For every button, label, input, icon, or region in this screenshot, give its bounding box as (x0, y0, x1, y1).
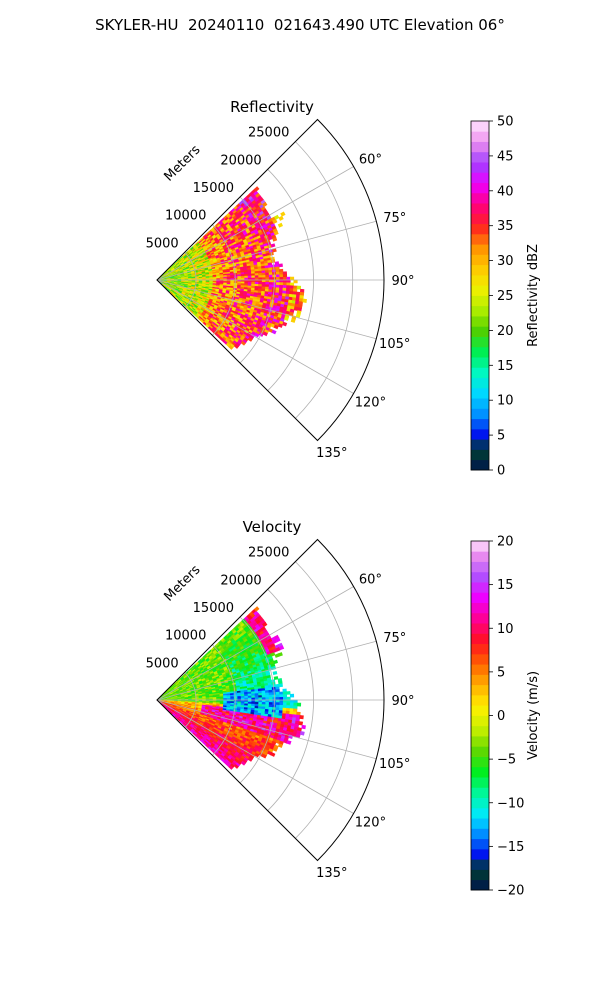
echo-cell (293, 279, 298, 284)
panel-reflectivity: Reflectivity 5000 10000 15000 20000 25000 Mete… (146, 98, 541, 479)
echo-cell (282, 321, 288, 327)
colorbar-tick-label: 0 (497, 464, 505, 479)
colorbar-segment (471, 264, 489, 276)
colorbar-tick-label: 50 (497, 115, 514, 130)
colorbar-segment (471, 326, 489, 337)
colorbar-segment (471, 274, 489, 286)
colorbar-segment (471, 408, 489, 420)
azimuth-tick-label: 135° (316, 446, 347, 461)
colorbar-reflectivity: 0 5 10 15 20 25 30 35 40 45 50 Reflectivity dBZ (470, 115, 541, 479)
azimuth-tick-label: 60° (359, 153, 382, 168)
colorbar-tick-label: 20 (497, 324, 514, 339)
colorbar-label: Reflectivity dBZ (526, 244, 541, 347)
echo-cell (247, 275, 253, 279)
colorbar-tick-label: 30 (497, 254, 514, 269)
colorbar-segment (471, 213, 489, 225)
colorbar-tick-label: 35 (497, 219, 514, 234)
echo-cell (286, 276, 291, 281)
echo-cell (278, 263, 283, 268)
colorbar-segment (471, 192, 489, 204)
colorbar-segment (471, 141, 489, 153)
colorbar-segment (471, 254, 489, 266)
azimuth-tick-label: 90° (391, 274, 414, 289)
echo-cell (261, 274, 267, 279)
range-tick-label: 20000 (220, 153, 261, 168)
colorbar-segment (471, 418, 489, 430)
echo-cell (282, 279, 288, 284)
colorbar-tick-label: 15 (497, 359, 514, 374)
colorbar-segment (471, 387, 489, 399)
range-tick-label: 10000 (165, 209, 206, 224)
echo-cell (279, 274, 284, 278)
echo-cell (279, 271, 284, 276)
colorbar-tick-label: 10 (497, 394, 514, 409)
colorbar-segment (471, 459, 489, 471)
echo-cell (288, 311, 294, 317)
colorbar-segment (471, 182, 489, 194)
colorbar-segment (471, 295, 489, 307)
colorbar-tick-label: 40 (497, 184, 514, 199)
colorbar-tick-label: 25 (497, 289, 514, 304)
colorbar-segment (471, 121, 489, 132)
echo-cell (279, 279, 284, 284)
echo-cell (279, 276, 284, 281)
echo-cell (282, 276, 288, 281)
echo-cell (271, 329, 277, 335)
echo-cell (247, 695, 253, 699)
colorbar-segment (471, 131, 489, 142)
range-tick-label: 25000 (248, 126, 289, 141)
colorbar-segment (471, 151, 489, 163)
range-axis-label: Meters (162, 142, 204, 184)
colorbar-tick-label: 45 (497, 149, 514, 164)
colorbar-segment (471, 223, 489, 235)
grid-reflectivity (156, 141, 384, 419)
colorbar-segment (471, 377, 489, 389)
colorbar-segment (471, 316, 489, 327)
colorbar-segment (471, 285, 489, 296)
colorbar-segment (471, 439, 489, 450)
echo-cell (268, 274, 274, 278)
echo-cell (268, 694, 274, 698)
colorbar-segment (471, 233, 489, 245)
colorbar-segment (471, 336, 489, 348)
colorbar-tick-label: 5 (497, 429, 505, 444)
colorbar-segment (471, 172, 489, 183)
azimuth-tick-label: 105° (379, 337, 410, 352)
colorbar-segment (471, 398, 489, 409)
azimuth-tick-label: 120° (355, 396, 386, 411)
echo-cell (286, 279, 291, 284)
echo-cell (286, 282, 291, 287)
echo-cell (296, 285, 302, 290)
range-tick-label: 5000 (146, 236, 179, 251)
echo-cell (279, 282, 284, 286)
echo-cell (289, 276, 295, 281)
colorbar-segment (471, 346, 489, 358)
echo-cell (302, 298, 307, 303)
echo-cell (282, 274, 288, 278)
figure-title: SKYLER-HU 20240110 021643.490 UTC Elevat… (95, 16, 505, 34)
echo-cell (261, 694, 267, 699)
echo-cell (277, 222, 283, 228)
echo-cell (283, 316, 289, 321)
colorbar-segment (471, 162, 489, 173)
colorbar-segment (471, 305, 489, 317)
colorbar-segment (471, 449, 489, 461)
colorbar-segment (471, 357, 489, 368)
echo-cell (270, 243, 276, 248)
echo-cell (278, 215, 284, 221)
colorbar-segment (471, 244, 489, 255)
panel-title: Reflectivity (230, 98, 314, 116)
range-tick-label: 15000 (193, 181, 234, 196)
azimuth-tick-label: 75° (383, 211, 406, 226)
echo-cell (295, 313, 301, 318)
echo-cell (275, 274, 281, 278)
echo-cell (290, 318, 296, 323)
colorbar-segment (471, 367, 489, 379)
colorbar-segment (471, 203, 489, 214)
colorbar-segment (471, 428, 489, 440)
echo-cell (280, 211, 286, 217)
